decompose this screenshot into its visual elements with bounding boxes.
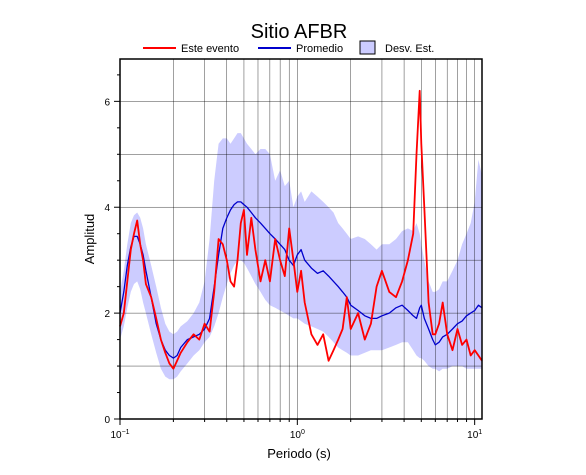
plot-frame (119, 58, 483, 420)
chart-title: Sitio AFBR (251, 21, 348, 43)
std-dev-band (120, 133, 482, 380)
y-axis-label: Amplitud (82, 214, 97, 265)
x-tick-label: 10−1 (110, 429, 129, 441)
y-tick-label: 4 (104, 203, 110, 214)
x-axis-label: Periodo (s) (267, 446, 331, 461)
x-tick-label: 101 (467, 429, 482, 441)
legend-label-desv-est: Desv. Est. (385, 43, 434, 55)
y-tick-label: 0 (104, 415, 110, 426)
legend-swatch-desv-est (359, 40, 376, 55)
y-tick-label: 2 (104, 309, 110, 320)
x-tick-label: 100 (290, 429, 305, 441)
series-line-promedio (119, 201, 483, 359)
series-line-este-evento (119, 89, 483, 370)
y-tick-label: 6 (104, 97, 110, 108)
legend-label-este-evento: Este evento (181, 43, 239, 55)
legend-label-promedio: Promedio (296, 43, 343, 55)
legend: Este evento Promedio Desv. Est. (143, 40, 434, 55)
